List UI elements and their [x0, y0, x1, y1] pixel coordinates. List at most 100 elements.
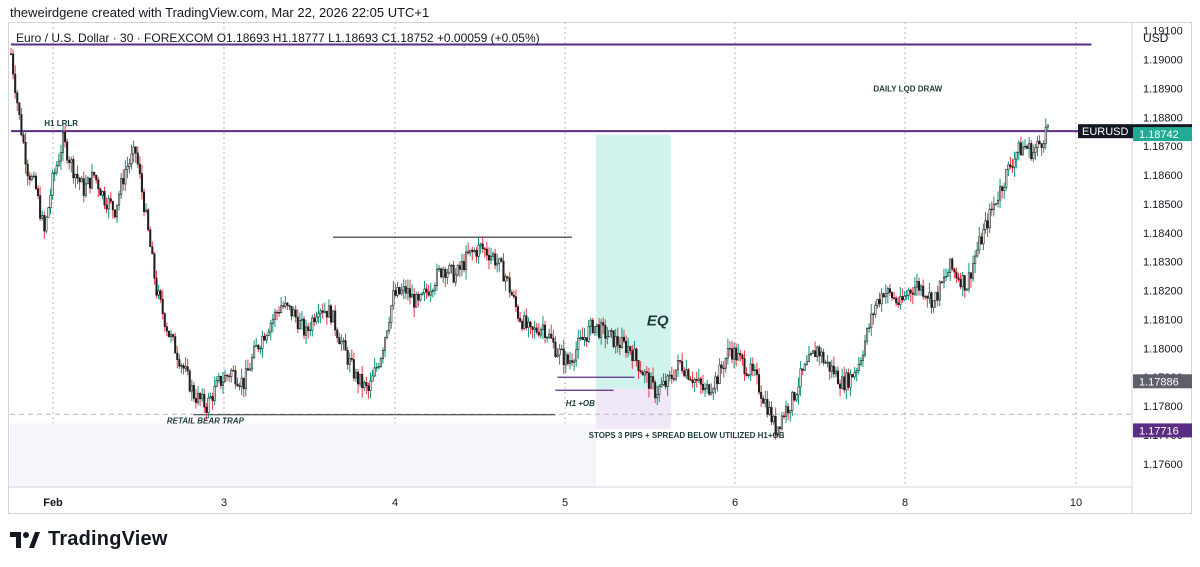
candle — [774, 407, 777, 440]
candle — [668, 371, 671, 382]
candle-body — [294, 309, 297, 318]
candle-body — [886, 288, 889, 294]
candle-body — [1005, 169, 1008, 188]
candle-body — [1011, 166, 1014, 168]
candle-body — [984, 220, 987, 230]
candle — [140, 164, 143, 200]
candle-body — [392, 290, 395, 307]
candle — [724, 357, 727, 373]
candle — [843, 366, 846, 394]
candle — [834, 366, 837, 378]
candle-body — [957, 277, 960, 280]
candle-body — [138, 163, 141, 174]
price-axis[interactable]: 1.19100 1.19000 1.18900 1.18800 1.18700 1.186… — [1143, 26, 1183, 471]
candle-body — [134, 146, 137, 154]
candle — [10, 48, 13, 56]
annotation-5: STOPS 3 PIPS + SPREAD BELOW UTILIZED H1+… — [589, 431, 785, 440]
candle-body — [654, 381, 657, 399]
time-axis[interactable]: Feb 3 4 5 6 8 10 — [43, 497, 1082, 509]
brand-mark[interactable]: TradingView — [10, 528, 168, 551]
candle-body — [814, 350, 817, 358]
candle-body — [1026, 145, 1029, 149]
candle — [735, 343, 738, 367]
candle-body — [151, 246, 154, 255]
candle-body — [317, 313, 320, 318]
candle-body — [388, 322, 391, 332]
candle-body — [502, 260, 505, 282]
candle-body — [828, 361, 831, 372]
candle — [404, 279, 407, 299]
candle-body — [438, 268, 441, 270]
candle-body — [307, 326, 310, 331]
candle — [329, 304, 333, 326]
brand-name: TradingView — [48, 528, 168, 550]
candle-body — [427, 291, 430, 296]
candle — [39, 186, 42, 221]
candle-body — [539, 329, 542, 336]
candle-body — [785, 406, 788, 417]
candle — [91, 163, 94, 190]
candle — [184, 357, 187, 373]
candle-body — [882, 293, 885, 298]
candle — [741, 353, 744, 366]
candle-body — [996, 199, 1000, 204]
candle-body — [610, 330, 613, 332]
candle — [718, 358, 721, 384]
candle — [922, 279, 925, 300]
candle-body — [97, 179, 100, 190]
currency-label[interactable]: USD — [1143, 31, 1169, 45]
candle — [369, 372, 372, 399]
candle-body — [192, 385, 195, 399]
candle-body — [12, 53, 15, 75]
candle — [550, 324, 553, 340]
candle — [529, 320, 532, 334]
candle — [167, 330, 170, 338]
candle-body — [558, 348, 561, 356]
symbol-info[interactable]: Euro / U.S. Dollar · 30 · FOREXCOM O1.18… — [16, 31, 540, 45]
candle-body — [782, 415, 785, 418]
candle — [949, 258, 952, 281]
candle-body — [720, 364, 723, 369]
candle — [49, 188, 52, 215]
candle-body — [911, 292, 914, 295]
candle-body — [924, 295, 927, 298]
candle-body — [1003, 186, 1006, 191]
candle — [516, 304, 520, 323]
candle — [43, 211, 46, 239]
candle-body — [381, 349, 384, 359]
candle-body — [313, 317, 316, 323]
candle — [1028, 137, 1031, 158]
candle — [334, 305, 337, 337]
candle-body — [101, 191, 104, 196]
candle — [778, 426, 781, 439]
candle-body — [460, 261, 463, 270]
candle — [915, 273, 918, 296]
candle — [880, 288, 883, 312]
candle — [115, 204, 119, 224]
candle — [886, 286, 889, 304]
time-tick: Feb — [43, 497, 63, 509]
candle — [86, 176, 89, 185]
candle — [1040, 142, 1043, 156]
candle-body — [18, 102, 21, 115]
candle-body — [246, 368, 249, 371]
candle-body — [365, 382, 368, 387]
candle — [483, 246, 486, 258]
candle-body — [870, 313, 873, 329]
candle — [1030, 139, 1033, 161]
candle-body — [336, 329, 339, 338]
candle — [824, 359, 827, 364]
candle-body — [745, 373, 748, 376]
candle-body — [469, 249, 472, 254]
candle-body — [593, 326, 596, 333]
price-tick: 1.18600 — [1143, 170, 1183, 182]
candle-body — [105, 204, 108, 210]
candle-body — [820, 351, 823, 357]
candle-body — [41, 215, 44, 219]
candle — [714, 371, 717, 395]
candle-body — [930, 292, 933, 308]
candle-body — [780, 415, 783, 429]
candle — [664, 373, 667, 390]
candle-body — [230, 369, 233, 378]
